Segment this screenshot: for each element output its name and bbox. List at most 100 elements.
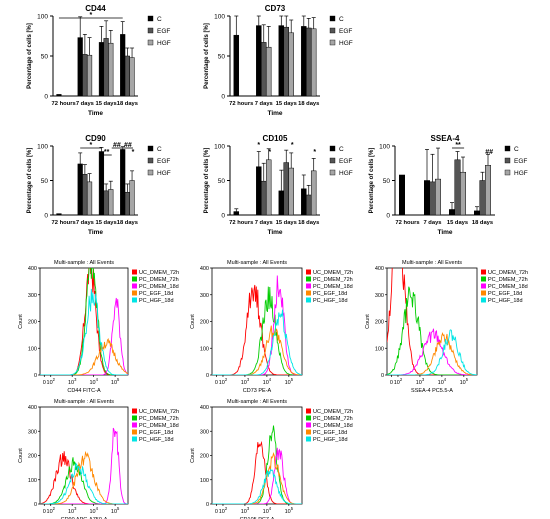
y-tick-label: 100 (379, 144, 390, 151)
significance-marker: ## (124, 142, 132, 149)
x-tick-label: 0 (215, 380, 218, 386)
y-tick-label: 400 (200, 266, 209, 272)
x-tick-label: 103 (241, 377, 250, 386)
significance-marker: * (268, 149, 271, 156)
x-tick-label: 15 days (276, 101, 297, 107)
y-axis-label: Count (190, 314, 196, 329)
bar-EGF (454, 159, 461, 216)
legend-label: PC_HGF_18d (313, 298, 348, 304)
x-tick-label: 7 days (255, 101, 273, 107)
significance-marker: * (257, 142, 260, 149)
y-tick-label: 200 (28, 454, 37, 460)
bar-HGF (86, 54, 93, 97)
legend-swatch (306, 269, 311, 275)
legend-swatch (132, 297, 137, 303)
y-tick-label: 0 (44, 213, 48, 220)
x-tick-label: 15 days (276, 220, 297, 226)
y-axis-label: Count (18, 448, 24, 463)
legend-label: C (514, 146, 519, 153)
legend-label: EGF (157, 28, 170, 35)
legend-swatch (504, 157, 511, 164)
y-tick-label: 400 (28, 266, 37, 272)
histogram-1: Multi-sample : All Events 0 100 200 300 400 Co… (190, 260, 353, 394)
x-axis-label: CD44 FITC-A (67, 388, 101, 394)
legend-swatch (329, 145, 336, 152)
y-axis-label: Count (18, 314, 24, 329)
x-tick-label: 18 days (472, 220, 493, 226)
x-axis-label: CD90 APC-A750-A (61, 517, 108, 519)
legend-swatch (132, 269, 137, 275)
legend-label: PC_EGF_18d (313, 430, 347, 436)
bar-C (256, 166, 262, 216)
x-tick-label: 18 days (117, 220, 138, 226)
y-axis-label: Count (365, 314, 371, 329)
bar-EGF (103, 190, 109, 216)
histogram-title: Multi-sample : All Events (227, 399, 287, 405)
y-tick-label: 50 (41, 54, 49, 61)
histogram-curve-3 (40, 450, 128, 504)
histogram-curve-0 (387, 268, 477, 375)
legend-swatch (329, 157, 336, 164)
legend-swatch (306, 283, 311, 289)
legend-label: C (339, 146, 344, 153)
significance-marker: * (313, 149, 316, 156)
bar-HGF (310, 28, 317, 97)
x-tick-label: 15 days (95, 101, 116, 107)
x-tick-label: 104 (263, 506, 272, 515)
bar-chart-0: CD44 0 50 100 Percentage of cells [%] Time 72 … (27, 4, 171, 117)
legend-swatch (481, 269, 486, 275)
bar-C (449, 209, 455, 216)
x-tick-label: 18 days (117, 101, 138, 107)
legend-label: C (157, 146, 162, 153)
x-tick-label: 104 (89, 377, 98, 386)
legend-label: HGF (339, 40, 353, 47)
legend-swatch (147, 157, 154, 164)
legend-swatch (147, 39, 154, 46)
y-tick-label: 200 (28, 320, 37, 326)
histogram-4: Multi-sample : All Events 0 100 200 300 400 Co… (190, 399, 353, 519)
legend-swatch (147, 27, 154, 34)
bar-C (98, 42, 105, 97)
histogram-curve-2 (387, 328, 477, 375)
legend-swatch (504, 169, 511, 176)
legend-swatch (329, 15, 336, 22)
bar-EGF (429, 181, 436, 216)
bar-HGF (310, 170, 317, 216)
x-axis-label: Time (88, 229, 103, 236)
x-tick-label: 0 (43, 380, 46, 386)
y-tick-label: 400 (375, 266, 384, 272)
histogram-curve-1 (212, 425, 302, 504)
bar-C (301, 26, 307, 97)
significance-marker: ## (113, 142, 121, 149)
legend-swatch (132, 415, 137, 421)
bar-HGF (108, 189, 114, 216)
significance-marker: ## (485, 149, 493, 156)
bar-chart-1: CD73 0 50 100 Percentage of cells [%] Time 72 … (204, 4, 353, 117)
x-tick-label: 103 (416, 377, 425, 386)
legend-label: PC_DMEM_72h (313, 277, 353, 283)
legend-swatch (147, 169, 154, 176)
bar-C (120, 149, 126, 216)
histogram-curve-4 (212, 309, 302, 375)
legend-swatch (329, 27, 336, 34)
bar-EGF (479, 180, 486, 216)
x-axis-label: Time (437, 229, 452, 236)
y-tick-label: 0 (206, 502, 209, 508)
bar-HGF (265, 159, 272, 216)
bar-chart-4: SSEA-4 0 50 100 Percentage of cells [%] Time 7… (369, 134, 528, 236)
chart-title: SSEA-4 (431, 134, 460, 143)
legend-label: PC_EGF_18d (139, 291, 173, 297)
y-tick-label: 100 (28, 346, 37, 352)
bar-EGF (283, 26, 289, 97)
histogram-curve-4 (40, 462, 128, 504)
bar-HGF (435, 178, 441, 216)
x-tick-label: 0 (390, 380, 393, 386)
x-tick-label: 72 hours (395, 220, 419, 226)
bar-C (56, 213, 62, 216)
y-tick-label: 0 (386, 213, 390, 220)
x-tick-label: 0 (43, 509, 46, 515)
significance-marker: * (132, 149, 135, 156)
y-tick-label: 50 (383, 178, 391, 185)
bar-C (233, 211, 240, 216)
